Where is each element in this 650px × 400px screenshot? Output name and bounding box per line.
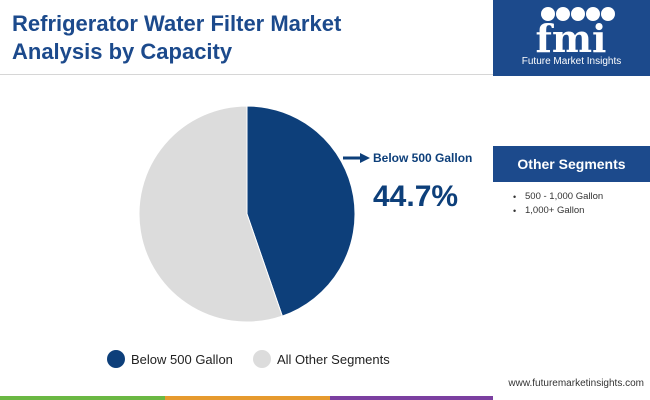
segment-label: 500 - 1,000 Gallon [525,191,604,202]
list-item: • 500 - 1,000 Gallon [513,190,603,204]
logo: fmi Future Market Insights [493,0,650,76]
website-link[interactable]: www.futuremarketinsights.com [508,378,644,389]
svg-text:fmi: fmi [536,16,607,56]
other-segments-list: • 500 - 1,000 Gallon • 1,000+ Gallon [513,190,603,218]
bullet-icon: • [513,192,517,202]
header-divider [0,74,493,75]
other-segments-title: Other Segments [517,156,626,172]
sidebar: fmi Future Market Insights Other Segment… [493,0,650,400]
list-item: • 1,000+ Gallon [513,204,603,218]
pie-slice-1 [138,105,283,323]
legend-marker-1 [253,350,271,368]
fmi-logo-icon: fmi [536,7,615,56]
bottom-color-bar [0,396,493,400]
callout-label: Below 500 Gallon [373,151,472,165]
legend-label-1: All Other Segments [277,352,390,367]
segment-label: 1,000+ Gallon [525,205,585,216]
other-segments-header: Other Segments [493,146,650,182]
title-line-2: Analysis by Capacity [12,39,233,64]
legend-label-0: Below 500 Gallon [131,352,233,367]
title-line-1: Refrigerator Water Filter Market [12,11,342,36]
page-title: Refrigerator Water Filter Market Analysi… [12,10,482,66]
logo-text: Future Market Insights [521,56,622,67]
arrow-right-icon [360,153,370,163]
callout-value: 44.7% [373,180,458,213]
bullet-icon: • [513,206,517,216]
pie-slice-0 [246,105,356,317]
pie-chart: Below 500 Gallon 44.7% Below 500 Gallon All… [107,105,472,368]
legend-marker-0 [107,350,125,368]
